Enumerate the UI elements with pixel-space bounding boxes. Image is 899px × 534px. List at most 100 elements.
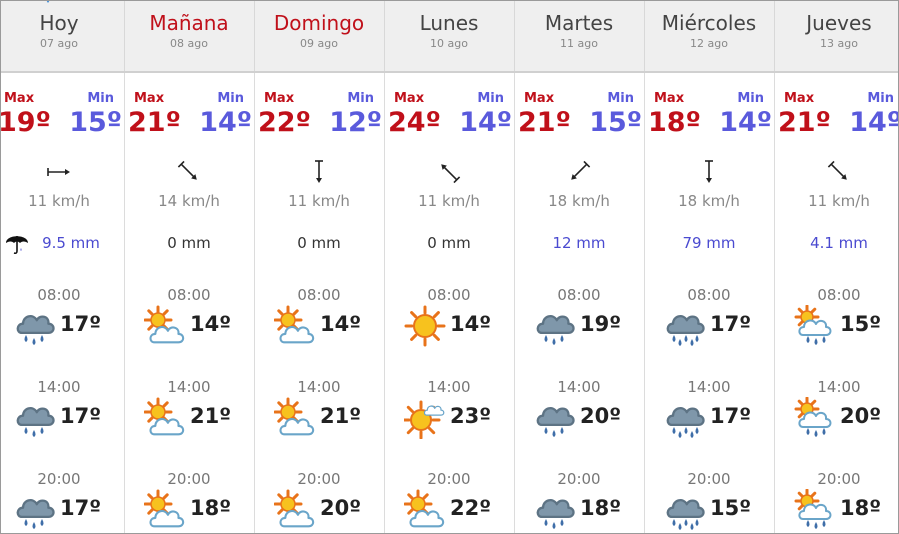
forecast-temp: 18º bbox=[840, 496, 882, 520]
forecast-temp: 20º bbox=[840, 404, 882, 428]
day-column-jueves: Max Min 21º 14º 11 km/h 4.1 mm 08:00 15º 14:00 20… bbox=[774, 73, 898, 533]
precipitation: 0 mm bbox=[297, 234, 341, 252]
day-tab-martes[interactable]: Martes 11 ago bbox=[514, 1, 644, 71]
tab-separator bbox=[124, 1, 125, 71]
sun-cloud-icon bbox=[143, 397, 186, 439]
forecast-hour: 20:00 bbox=[427, 470, 471, 488]
sun-cloud-icon bbox=[273, 305, 316, 347]
umbrella-icon bbox=[4, 230, 30, 256]
day-tab-jueves[interactable]: Jueves 13 ago bbox=[774, 1, 898, 71]
day-tabs-header: Hoy 07 ago Mañana 08 ago Domingo 09 ago Lunes 1… bbox=[1, 1, 898, 73]
column-separator bbox=[254, 73, 255, 533]
sun-cloud-drizzle-icon bbox=[794, 304, 836, 347]
forecast-temp: 18º bbox=[580, 496, 622, 520]
max-temp: 22º bbox=[258, 107, 311, 138]
forecast-temp: 20º bbox=[320, 496, 362, 520]
min-label: Min bbox=[477, 91, 504, 106]
forecast-temp: 17º bbox=[60, 496, 102, 520]
day-column-martes: Max Min 21º 15º 18 km/h 12 mm 08:00 19º 14:00 20º… bbox=[514, 73, 644, 533]
max-label: Max bbox=[524, 91, 555, 106]
precipitation: 12 mm bbox=[552, 234, 606, 252]
sun-cloud-drizzle-icon bbox=[794, 488, 836, 531]
max-label: Max bbox=[394, 91, 425, 106]
wind-speed: 18 km/h bbox=[678, 192, 740, 210]
wind-arrow-icon bbox=[824, 157, 854, 187]
day-tab-mañana[interactable]: Mañana 08 ago bbox=[124, 1, 254, 71]
day-name: Martes bbox=[544, 11, 614, 35]
day-column-miércoles: Max Min 18º 14º 18 km/h 79 mm 08:00 17º 14:00 17º… bbox=[644, 73, 774, 533]
forecast-hour: 08:00 bbox=[167, 286, 211, 304]
forecast-hour: 20:00 bbox=[167, 470, 211, 488]
precipitation: 0 mm bbox=[167, 234, 211, 252]
day-name: Lunes bbox=[419, 11, 479, 35]
min-label: Min bbox=[607, 91, 634, 106]
forecast-hour: 14:00 bbox=[427, 378, 471, 396]
forecast-temp: 14º bbox=[450, 312, 492, 336]
cloud-rain-icon bbox=[534, 489, 576, 531]
day-tab-lunes[interactable]: Lunes 10 ago bbox=[384, 1, 514, 71]
day-tab-domingo[interactable]: Domingo 09 ago bbox=[254, 1, 384, 71]
day-date: 13 ago bbox=[820, 37, 858, 50]
forecast-hour: 14:00 bbox=[37, 378, 81, 396]
wind-speed: 11 km/h bbox=[808, 192, 870, 210]
forecast-hour: 08:00 bbox=[297, 286, 341, 304]
forecast-temp: 17º bbox=[60, 312, 102, 336]
wind-speed: 11 km/h bbox=[28, 192, 90, 210]
day-tab-miércoles[interactable]: Miércoles 12 ago bbox=[644, 1, 774, 71]
forecast-hour: 14:00 bbox=[687, 378, 731, 396]
min-temp: 14º bbox=[199, 107, 252, 138]
forecast-hour: 08:00 bbox=[687, 286, 731, 304]
day-name: Miércoles bbox=[661, 11, 757, 35]
forecast-hour: 08:00 bbox=[817, 286, 861, 304]
wind-speed: 18 km/h bbox=[548, 192, 610, 210]
sun-cloud-icon bbox=[143, 305, 186, 347]
min-temp: 14º bbox=[719, 107, 772, 138]
wind-arrow-icon bbox=[694, 157, 724, 187]
forecast-temp: 23º bbox=[450, 404, 492, 428]
day-name: Jueves bbox=[806, 11, 872, 35]
day-tab-hoy[interactable]: Hoy 07 ago bbox=[1, 1, 124, 71]
tab-separator bbox=[644, 1, 645, 71]
forecast-hour: 14:00 bbox=[297, 378, 341, 396]
forecast-temp: 17º bbox=[60, 404, 102, 428]
max-label: Max bbox=[654, 91, 685, 106]
day-name: Mañana bbox=[149, 11, 229, 35]
sun-cloud-icon bbox=[273, 489, 316, 531]
forecast-temp: 22º bbox=[450, 496, 492, 520]
max-temp: 21º bbox=[778, 107, 831, 138]
tab-separator bbox=[384, 1, 385, 71]
forecast-hour: 08:00 bbox=[37, 286, 81, 304]
forecast-hour: 20:00 bbox=[687, 470, 731, 488]
forecast-temp: 17º bbox=[710, 404, 752, 428]
wind-speed: 11 km/h bbox=[288, 192, 350, 210]
cloud-rain-icon bbox=[14, 489, 56, 531]
tab-separator bbox=[254, 1, 255, 71]
column-separator bbox=[384, 73, 385, 533]
min-temp: 14º bbox=[459, 107, 512, 138]
cloud-rain-icon bbox=[534, 305, 576, 347]
max-label: Max bbox=[4, 91, 35, 106]
max-temp: 24º bbox=[388, 107, 441, 138]
wind-arrow-icon bbox=[174, 157, 204, 187]
max-label: Max bbox=[784, 91, 815, 106]
max-temp: 21º bbox=[128, 107, 181, 138]
cloud-rain-icon bbox=[534, 397, 576, 439]
forecast-temp: 15º bbox=[710, 496, 752, 520]
tab-separator bbox=[514, 1, 515, 71]
column-separator bbox=[774, 73, 775, 533]
forecast-temp: 19º bbox=[580, 312, 622, 336]
selected-caret-icon bbox=[43, 1, 53, 3]
min-label: Min bbox=[347, 91, 374, 106]
forecast-temp: 14º bbox=[320, 312, 362, 336]
day-name: Hoy bbox=[39, 11, 79, 35]
day-column-domingo: Max Min 22º 12º 11 km/h 0 mm 08:00 14º 14:00 21º 2… bbox=[254, 73, 384, 533]
forecast-hour: 20:00 bbox=[297, 470, 341, 488]
max-temp: 18º bbox=[648, 107, 701, 138]
max-temp: 19º bbox=[0, 107, 51, 138]
day-date: 10 ago bbox=[430, 37, 468, 50]
wind-arrow-icon bbox=[304, 157, 334, 187]
forecast-hour: 20:00 bbox=[557, 470, 601, 488]
forecast-hour: 08:00 bbox=[427, 286, 471, 304]
sun-icon bbox=[404, 305, 446, 347]
